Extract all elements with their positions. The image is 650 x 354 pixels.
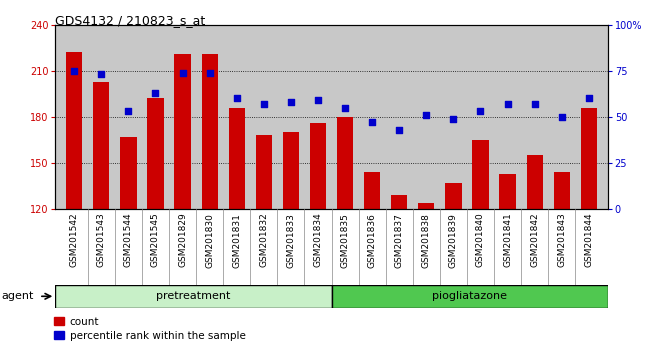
Text: piogliatazone: piogliatazone xyxy=(432,291,507,302)
Bar xyxy=(554,172,570,209)
Text: GSM201544: GSM201544 xyxy=(124,213,133,267)
Point xyxy=(367,120,377,125)
Text: GSM201834: GSM201834 xyxy=(313,213,322,267)
Point xyxy=(69,68,79,74)
Point xyxy=(205,70,215,75)
Bar xyxy=(255,135,272,209)
Point xyxy=(313,97,323,103)
Bar xyxy=(66,52,83,209)
Bar xyxy=(310,123,326,209)
Point xyxy=(448,116,459,121)
Point xyxy=(340,105,350,110)
Point xyxy=(286,99,296,105)
Bar xyxy=(499,173,515,209)
Text: GDS4132 / 210823_s_at: GDS4132 / 210823_s_at xyxy=(55,14,205,27)
Bar xyxy=(445,183,462,209)
Legend: count, percentile rank within the sample: count, percentile rank within the sample xyxy=(54,317,246,341)
Point xyxy=(475,108,486,114)
Text: pretreatment: pretreatment xyxy=(156,291,231,302)
Bar xyxy=(526,155,543,209)
Bar xyxy=(283,132,299,209)
Bar xyxy=(120,137,136,209)
Point xyxy=(231,96,242,101)
Text: GSM201843: GSM201843 xyxy=(557,213,566,267)
Point xyxy=(421,112,432,118)
Text: GSM201836: GSM201836 xyxy=(368,213,376,268)
Bar xyxy=(332,285,608,308)
Point xyxy=(177,70,188,75)
Point xyxy=(529,101,539,107)
Text: GSM201545: GSM201545 xyxy=(151,213,160,267)
Bar xyxy=(174,54,190,209)
Point xyxy=(259,101,269,107)
Bar xyxy=(391,195,408,209)
Bar xyxy=(364,172,380,209)
Bar xyxy=(418,203,434,209)
Text: GSM201833: GSM201833 xyxy=(287,213,295,268)
Point xyxy=(394,127,404,132)
Point xyxy=(556,114,567,120)
Text: GSM201835: GSM201835 xyxy=(341,213,350,268)
Bar xyxy=(55,285,332,308)
Bar xyxy=(473,140,489,209)
Bar xyxy=(337,117,353,209)
Text: GSM201840: GSM201840 xyxy=(476,213,485,267)
Text: agent: agent xyxy=(1,291,34,301)
Text: GSM201832: GSM201832 xyxy=(259,213,268,267)
Text: GSM201838: GSM201838 xyxy=(422,213,431,268)
Point xyxy=(584,96,594,101)
Point xyxy=(150,90,161,96)
Text: GSM201844: GSM201844 xyxy=(584,213,593,267)
Bar xyxy=(202,54,218,209)
Bar xyxy=(229,108,245,209)
Point xyxy=(124,108,134,114)
Point xyxy=(502,101,513,107)
Bar xyxy=(580,108,597,209)
Text: GSM201837: GSM201837 xyxy=(395,213,404,268)
Bar xyxy=(93,81,109,209)
Point xyxy=(96,72,107,77)
Text: GSM201829: GSM201829 xyxy=(178,213,187,267)
Text: GSM201830: GSM201830 xyxy=(205,213,214,268)
Text: GSM201841: GSM201841 xyxy=(503,213,512,267)
Bar xyxy=(148,98,164,209)
Text: GSM201839: GSM201839 xyxy=(449,213,458,268)
Text: GSM201542: GSM201542 xyxy=(70,213,79,267)
Text: GSM201842: GSM201842 xyxy=(530,213,539,267)
Text: GSM201831: GSM201831 xyxy=(232,213,241,268)
Text: GSM201543: GSM201543 xyxy=(97,213,106,267)
